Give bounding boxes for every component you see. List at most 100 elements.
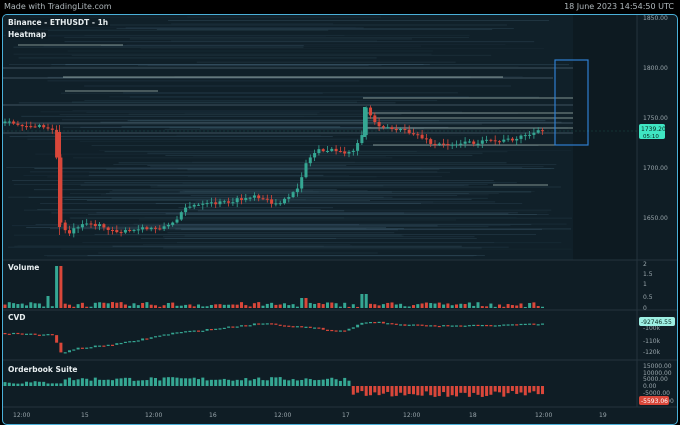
- candle: [308, 157, 312, 164]
- chart-frame[interactable]: 1850.00 1800.00 1750.00 1700.00 1650.00 1739.…: [2, 14, 678, 425]
- candle: [295, 188, 299, 193]
- candle: [46, 127, 50, 129]
- orderbook-bar: [59, 383, 63, 386]
- candle: [12, 121, 16, 124]
- volume-bar: [80, 302, 84, 308]
- volume-bar: [480, 306, 484, 308]
- volume-bar: [442, 304, 446, 308]
- candle: [446, 143, 450, 146]
- cvd-tick-label: -100k: [643, 325, 661, 332]
- candle: [25, 126, 28, 128]
- candle: [498, 141, 501, 143]
- candle: [72, 228, 76, 234]
- orderbook-bar: [498, 386, 501, 393]
- cvd-bar: [523, 323, 527, 326]
- orderbook-bar: [184, 378, 188, 386]
- candle: [7, 121, 11, 123]
- cvd-bar: [373, 322, 377, 324]
- orderbook-bar: [326, 378, 329, 386]
- candle: [373, 115, 377, 123]
- volume-bar: [532, 302, 536, 308]
- price-tick-label: 1800.00: [643, 65, 668, 72]
- volume-bar: [93, 302, 97, 308]
- chart-canvas[interactable]: 1850.001800.001750.001700.001650.001739.…: [3, 15, 677, 424]
- orderbook-bar: [222, 378, 226, 386]
- cvd-bar: [68, 350, 71, 353]
- time-tick-label: 12:00: [403, 412, 420, 419]
- cvd-bar: [132, 340, 136, 343]
- volume-bar: [188, 304, 192, 308]
- candle: [102, 224, 106, 228]
- cvd-bar: [235, 326, 239, 328]
- candle-large-rise: [363, 107, 366, 137]
- orderbook-bar: [502, 386, 506, 397]
- cvd-bar: [459, 325, 463, 327]
- candle: [80, 224, 84, 228]
- orderbook-bar: [308, 379, 312, 386]
- candle: [283, 198, 286, 204]
- cvd-bar: [450, 325, 454, 327]
- volume-bar: [459, 303, 463, 308]
- candle: [3, 121, 7, 123]
- volume-bar: [377, 305, 381, 308]
- orderbook-bar: [356, 386, 360, 393]
- volume-bar: [498, 304, 501, 308]
- candle: [338, 151, 342, 153]
- cvd-bar: [446, 325, 450, 327]
- volume-bar: [257, 302, 261, 308]
- timestamp: 18 June 2023 14:54:50 UTC: [564, 2, 674, 11]
- candle: [179, 212, 183, 220]
- orderbook-bar: [442, 386, 446, 393]
- candle: [386, 127, 390, 129]
- volume-bar: [369, 303, 372, 308]
- app-header: Made with TradingLite.com 18 June 2023 1…: [0, 0, 680, 14]
- cvd-bar: [536, 324, 540, 326]
- volume-bar: [300, 298, 304, 308]
- cvd-bar: [102, 345, 106, 347]
- volume-bar: [20, 303, 24, 308]
- cvd-bar: [141, 338, 145, 341]
- orderbook-bar: [300, 379, 304, 386]
- volume-bar: [55, 266, 59, 308]
- last-price-value: 1739.20: [641, 126, 666, 133]
- volume-bar: [278, 304, 282, 308]
- candle: [485, 139, 489, 141]
- orderbook-bar: [244, 378, 248, 386]
- orderbook-bar: [523, 386, 527, 396]
- candle: [231, 202, 235, 204]
- cvd-bar: [7, 333, 11, 335]
- orderbook-bar: [89, 380, 93, 386]
- candle: [390, 127, 394, 129]
- highlight-box: [554, 59, 589, 146]
- candle: [472, 141, 476, 144]
- volume-bar: [403, 306, 407, 308]
- orderbook-bar: [205, 380, 209, 386]
- orderbook-bar: [188, 378, 192, 386]
- cvd-bar: [489, 325, 493, 327]
- cvd-bar: [93, 345, 97, 348]
- orderbook-bar: [106, 379, 110, 386]
- cvd-bar: [42, 334, 46, 336]
- orderbook-bar: [218, 379, 222, 386]
- cvd-bar: [274, 323, 278, 325]
- cvd-bar: [510, 324, 514, 326]
- volume-bar: [506, 304, 510, 308]
- orderbook-bar: [68, 377, 71, 386]
- volume-bar: [326, 302, 329, 308]
- orderbook-bar: [377, 386, 381, 396]
- candle: [313, 153, 317, 158]
- orderbook-bar: [111, 380, 114, 386]
- volume-bar: [523, 306, 527, 308]
- volume-bar: [519, 303, 523, 308]
- orderbook-bar: [386, 386, 390, 392]
- volume-bar: [141, 302, 145, 308]
- candle: [111, 230, 114, 232]
- cvd-bar: [360, 322, 364, 325]
- cvd-bar: [541, 323, 544, 325]
- candle: [523, 135, 527, 137]
- volume-bar: [25, 305, 28, 308]
- brand-text: Made with TradingLite.com: [4, 2, 112, 11]
- volume-bar: [218, 304, 222, 308]
- cvd-bar: [326, 329, 329, 331]
- cvd-bar: [308, 326, 312, 328]
